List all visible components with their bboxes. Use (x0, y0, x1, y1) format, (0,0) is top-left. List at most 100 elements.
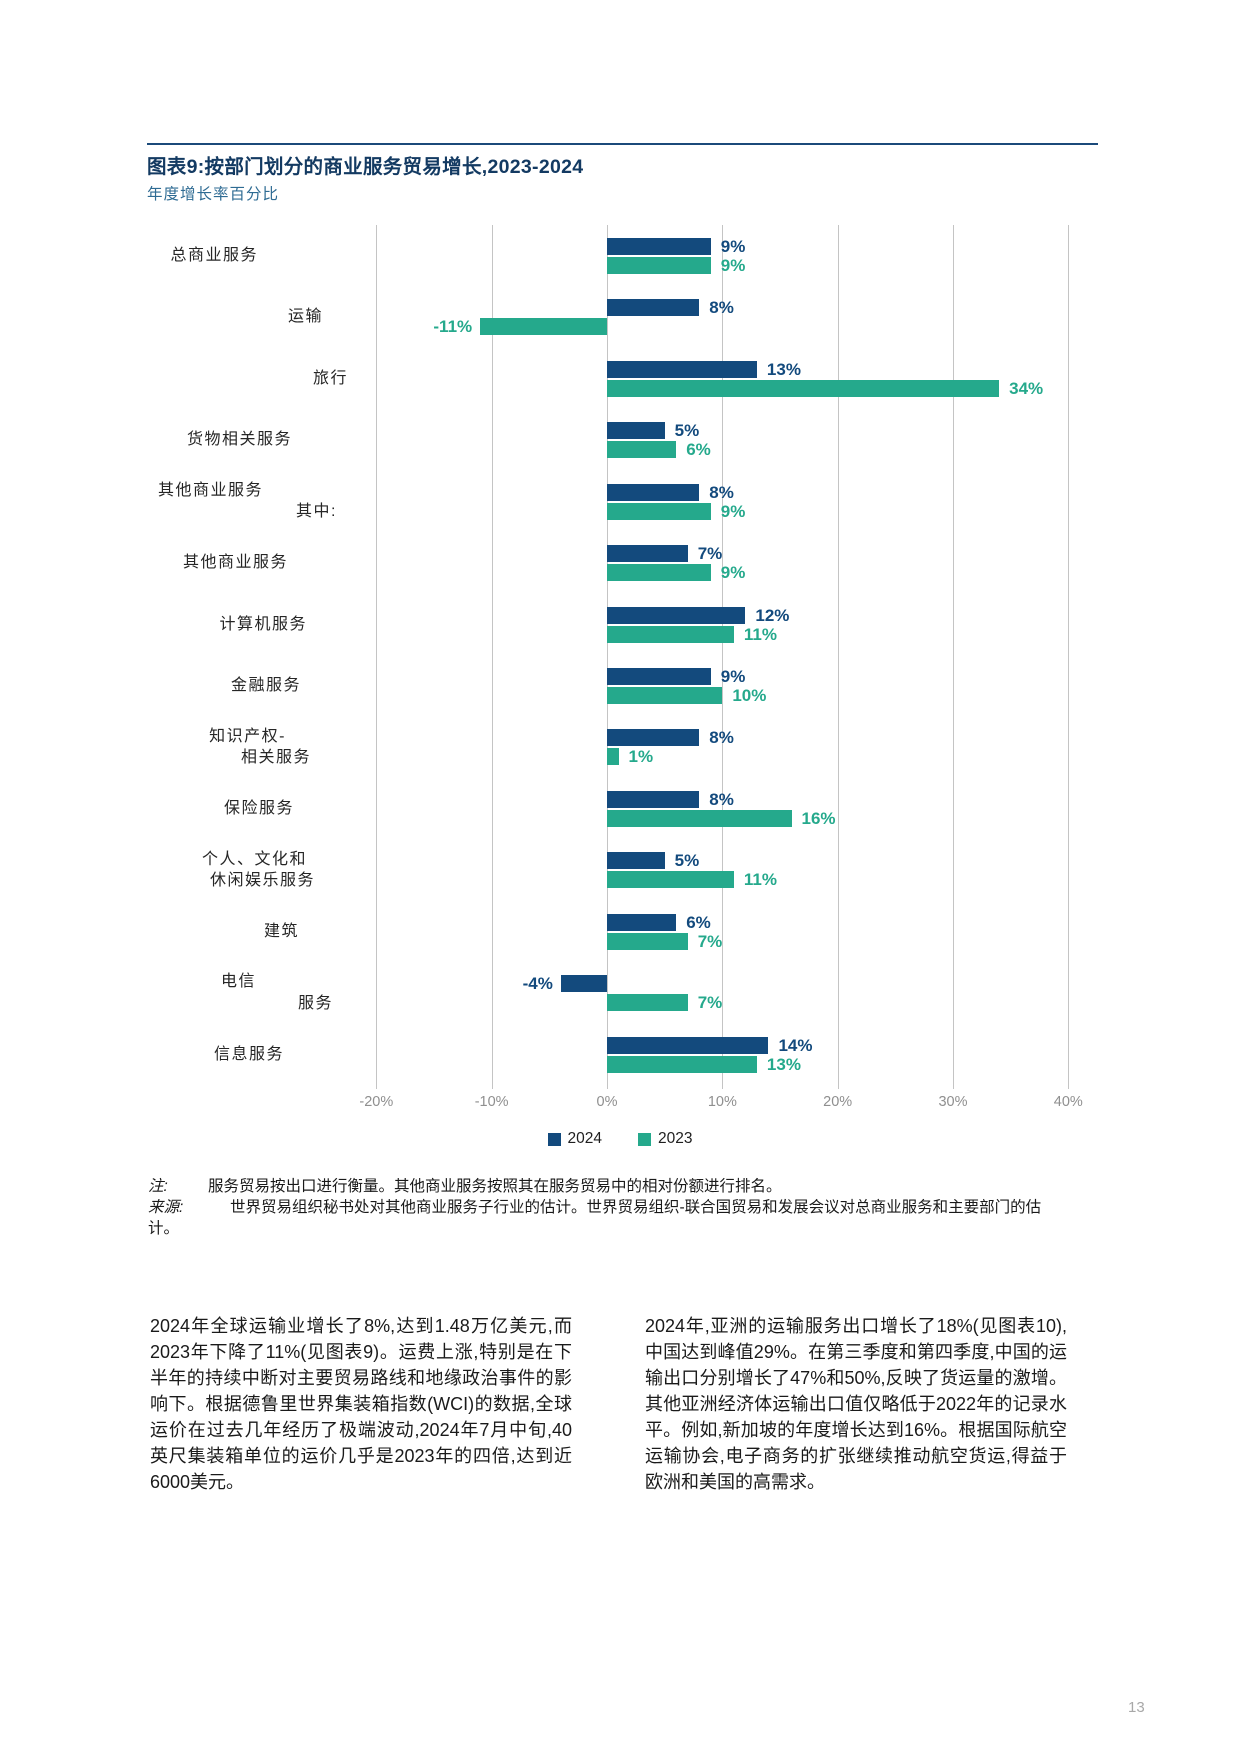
gridline (722, 225, 724, 1089)
category-label-line: 运输 (287, 308, 323, 326)
legend-item-2023: 2023 (638, 1130, 692, 1148)
bar-2024 (607, 668, 711, 685)
bar-value-2024: 8% (709, 789, 734, 809)
category-label-line: 信息服务 (213, 1045, 284, 1063)
bar-value-2023: 11% (743, 870, 777, 890)
category-label: 建筑 (0, 901, 350, 962)
gridline (1068, 225, 1070, 1089)
bar-2024 (607, 852, 665, 870)
legend-swatch-2024-icon (547, 1132, 561, 1146)
chart-row: 旅行 13% 34% (0, 348, 1240, 409)
bar-value-2024: -4% (522, 974, 553, 994)
bar-value-2024: 14% (778, 1035, 813, 1055)
bar-2023 (607, 871, 734, 889)
bar-2023 (607, 809, 792, 827)
chart-row: 其他商业服务 其中: 8% 9% (0, 471, 1240, 532)
bar-2023 (607, 502, 711, 520)
source-text: 世界贸易组织秘书处对其他商业服务子行业的估计。世界贸易组织-联合国贸易和发展会议… (148, 1199, 1042, 1237)
x-tick-label: 40% (1053, 1094, 1083, 1110)
bar-2023 (607, 441, 677, 459)
bar-2023 (607, 932, 688, 950)
bar-value-2024: 9% (720, 667, 746, 686)
bar-2024 (560, 975, 607, 993)
bar-2023 (607, 687, 723, 704)
bar-2023 (607, 564, 711, 582)
bar-value-2023: -11% (433, 317, 473, 337)
bar-value-2024: 7% (697, 544, 723, 564)
legend-item-2024: 2024 (547, 1130, 602, 1148)
bar-2023 (607, 257, 711, 274)
category-label: 知识产权- 相关服务 (0, 716, 350, 777)
body-paragraph-right: 2024年,亚洲的运输服务出口增长了18%(见图表10),中国达到峰值29%。在… (645, 1316, 1067, 1492)
bar-value-2023: 10% (732, 686, 767, 705)
legend-label-2023: 2023 (658, 1130, 693, 1147)
category-label-line: 知识产权- (209, 727, 286, 745)
category-label-line: 电信 (220, 973, 256, 991)
x-tick-label: 10% (707, 1094, 737, 1110)
category-label: 运输 (0, 286, 350, 347)
chart-subtitle: 年度增长率百分比 (147, 186, 280, 203)
chart-row: 电信 服务 -4% 7% (0, 962, 1240, 1023)
bar-value-2024: 6% (686, 912, 711, 932)
category-label: 个人、文化和 休闲娱乐服务 (0, 839, 350, 900)
bar-value-2024: 9% (720, 237, 746, 256)
bar-chart: -20% -10% 0% 10% 20% 30% 40% 总商业服务 9% 9% 运输 8% -11% 旅… (0, 225, 1240, 1130)
chart-row: 金融服务 9% 10% (0, 655, 1240, 716)
chart-row: 建筑 6% 7% (0, 901, 1240, 962)
note-text: 服务贸易按出口进行衡量。其他商业服务按照其在服务贸易中的相对份额进行排名。 (208, 1178, 782, 1195)
bar-2024 (607, 1036, 769, 1054)
category-label-line: 个人、文化和 (201, 850, 307, 868)
bar-value-2023: 11% (743, 624, 777, 644)
source-line: 来源: 世界贸易组织秘书处对其他商业服务子行业的估计。世界贸易组织-联合国贸易和发… (148, 1197, 1058, 1239)
category-label-line: 金融服务 (230, 676, 301, 694)
bar-2023 (607, 625, 734, 643)
category-label: 总商业服务 (0, 225, 350, 286)
chart-row: 其他商业服务 7% 9% (0, 532, 1240, 593)
bar-value-2023: 7% (697, 993, 723, 1013)
bar-value-2024: 12% (755, 605, 790, 625)
gridline (952, 225, 954, 1089)
bar-value-2023: 9% (720, 501, 746, 521)
category-label-line: 其他商业服务 (157, 481, 263, 499)
category-label-line: 保险服务 (223, 799, 294, 817)
category-label: 保险服务 (0, 778, 350, 839)
bar-2024 (607, 422, 665, 440)
category-label: 信息服务 (0, 1024, 350, 1085)
category-label-line: 其中: (296, 503, 337, 521)
category-label-line: 总商业服务 (170, 246, 258, 264)
chart-legend: 2024 2023 (0, 1130, 1240, 1148)
chart-row: 货物相关服务 5% 6% (0, 409, 1240, 470)
legend-label-2024: 2024 (567, 1130, 602, 1147)
bar-2024 (607, 238, 711, 255)
x-tick-label: 0% (596, 1094, 618, 1110)
bar-value-2024: 5% (674, 421, 700, 441)
category-label-line: 其他商业服务 (182, 554, 288, 572)
category-label-line: 建筑 (263, 922, 299, 940)
chart-row: 个人、文化和 休闲娱乐服务 5% 11% (0, 839, 1240, 900)
bar-2023 (607, 994, 688, 1012)
chart-notes: 注: 服务贸易按出口进行衡量。其他商业服务按照其在服务贸易中的相对份额进行排名。 … (148, 1176, 1058, 1239)
legend-swatch-2023-icon (638, 1132, 651, 1146)
chart-row: 总商业服务 9% 9% (0, 225, 1240, 286)
bar-2024 (607, 913, 677, 931)
category-label: 旅行 (0, 348, 350, 409)
note-label: 注: (148, 1178, 168, 1195)
x-tick-label: 30% (938, 1094, 968, 1110)
category-label: 货物相关服务 (0, 409, 350, 470)
chart-row: 计算机服务 12% 11% (0, 594, 1240, 655)
bar-2024 (607, 360, 757, 378)
bar-value-2023: 9% (720, 256, 746, 275)
x-tick-label: -20% (359, 1094, 394, 1110)
category-label-line: 计算机服务 (219, 615, 307, 633)
bar-2023 (607, 1055, 757, 1073)
bar-2024 (607, 729, 700, 747)
gridline (837, 225, 839, 1089)
bar-2023 (607, 748, 619, 766)
category-label-line: 相关服务 (240, 749, 311, 767)
gridline (376, 225, 378, 1089)
bar-2024 (607, 483, 700, 501)
header-rule (147, 143, 1098, 145)
bar-2023 (607, 379, 1000, 397)
bar-value-2023: 6% (686, 440, 711, 460)
category-label-line: 旅行 (312, 369, 348, 387)
